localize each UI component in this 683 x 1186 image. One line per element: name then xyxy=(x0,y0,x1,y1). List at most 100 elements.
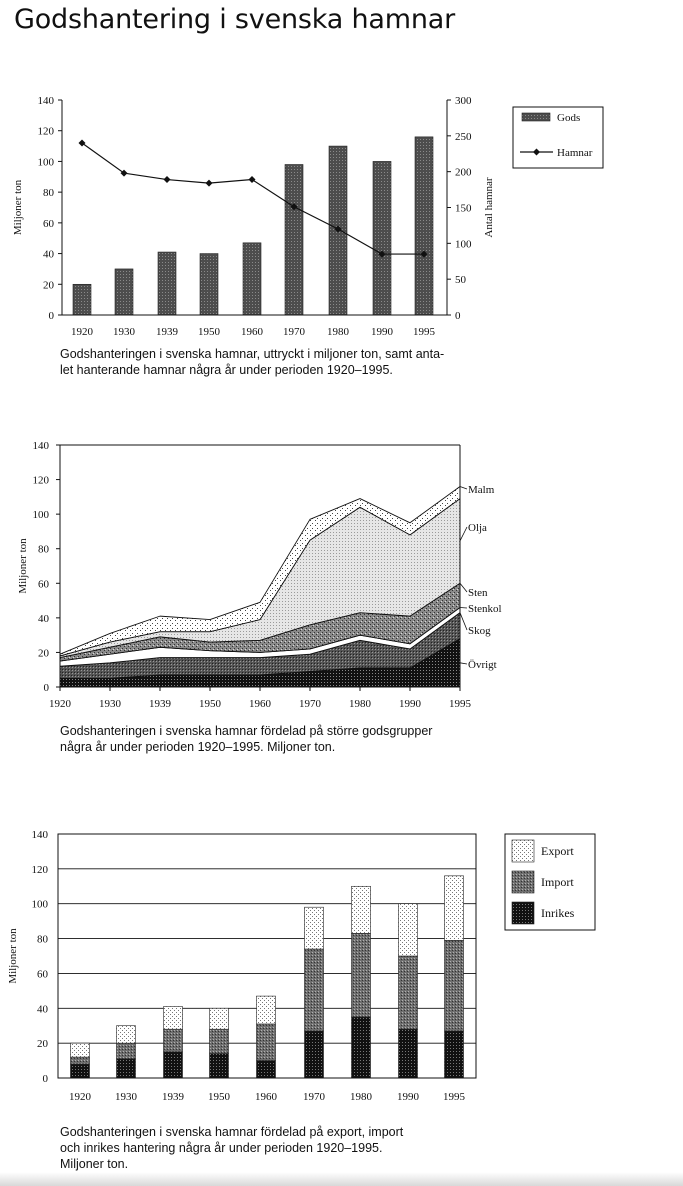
y-tick-label: 140 xyxy=(32,829,49,841)
bar-export-1930 xyxy=(116,1025,136,1044)
bar-import-1950 xyxy=(209,1028,229,1054)
chart-godsgrupper: 0 20 40 60 80 100 120 140 1920 1930 1939 1950 1960 19… xyxy=(17,440,502,710)
bar-import-1990 xyxy=(398,955,418,1030)
bar-export-1995 xyxy=(444,875,464,941)
legend-swatch-inrikes xyxy=(511,901,535,925)
y-right-tick-label: 250 xyxy=(455,131,472,143)
legend-label-inrikes: Inrikes xyxy=(541,906,575,920)
point-hamnar-1990 xyxy=(378,250,386,258)
y-tick-label: 20 xyxy=(43,279,55,291)
page-title: Godshantering i svenska hamnar xyxy=(14,4,455,35)
y-right-tick-label: 100 xyxy=(455,238,472,250)
point-hamnar-1995 xyxy=(420,250,428,258)
y-tick-label: 0 xyxy=(44,682,50,694)
series-label-sten: Sten xyxy=(468,587,488,599)
bar-export-1970 xyxy=(304,906,324,950)
point-hamnar-1920 xyxy=(78,139,86,147)
bar-export-1920 xyxy=(70,1042,90,1058)
x-tick-label: 1960 xyxy=(249,698,272,710)
y-right-tick-label: 200 xyxy=(455,167,472,179)
y-tick-label: 100 xyxy=(32,899,49,911)
x-tick-label: 1990 xyxy=(397,1091,420,1103)
x-tick-label: 1970 xyxy=(303,1091,326,1103)
caption-chart-2: Godshanteringen i svenska hamnar fördela… xyxy=(60,723,462,755)
x-tick-label: 1930 xyxy=(99,698,122,710)
y-tick-label: 60 xyxy=(37,968,49,980)
bar-inrikes-1950 xyxy=(209,1053,229,1079)
point-hamnar-1960 xyxy=(248,176,256,184)
legend-label-export: Export xyxy=(541,844,574,858)
caption-chart-1: Godshanteringen i svenska hamnar, uttryc… xyxy=(60,346,460,378)
bar-gods-1960 xyxy=(242,242,262,316)
bar-inrikes-1995 xyxy=(444,1030,464,1079)
y-right-tick-label: 50 xyxy=(455,274,467,286)
legend-label-gods: Gods xyxy=(557,112,580,124)
x-tick-label: 1960 xyxy=(241,326,264,338)
bar-gods-1990 xyxy=(372,161,392,316)
y-tick-label: 120 xyxy=(38,126,55,138)
bar-inrikes-1920 xyxy=(70,1063,90,1079)
bar-import-1980 xyxy=(351,933,371,1018)
series-leader-malm xyxy=(459,486,468,490)
series-label-olja: Olja xyxy=(468,522,487,534)
y-right-tick-label: 150 xyxy=(455,203,472,215)
x-tick-label: 1980 xyxy=(327,326,350,338)
x-tick-label: 1950 xyxy=(199,698,222,710)
caption-line: Miljoner ton. xyxy=(60,1157,129,1171)
y-tick-label: 80 xyxy=(37,934,49,946)
bar-inrikes-1960 xyxy=(256,1060,276,1079)
bar-gods-1920 xyxy=(72,283,92,316)
y-tick-label: 40 xyxy=(37,1003,49,1015)
bar-export-1980 xyxy=(351,885,371,934)
bar-export-1950 xyxy=(209,1007,229,1030)
bar-gods-1995 xyxy=(414,136,434,316)
plot-frame xyxy=(57,833,477,1079)
bar-import-1930 xyxy=(116,1042,136,1060)
y-right-tick-label: 0 xyxy=(455,310,461,322)
y-tick-label: 100 xyxy=(38,156,55,168)
chart-gods-hamnar: 0 20 40 60 80 100 120 140 0 50 100 150 200 250 300 1920… xyxy=(12,95,604,338)
y-axis-title: Miljoner ton xyxy=(17,538,29,594)
x-tick-label: 1950 xyxy=(198,326,221,338)
bar-inrikes-1980 xyxy=(351,1016,371,1079)
bar-import-1939 xyxy=(163,1028,183,1053)
y-tick-label: 80 xyxy=(38,544,50,556)
series-leader-stenkol xyxy=(459,607,468,609)
x-tick-label: 1995 xyxy=(413,326,436,338)
bar-gods-1970 xyxy=(284,164,304,316)
point-hamnar-1970 xyxy=(290,203,298,211)
legend-swatch-gods xyxy=(521,112,551,122)
y-tick-label: 140 xyxy=(33,440,50,452)
y-tick-label: 80 xyxy=(43,187,55,199)
bar-import-1970 xyxy=(304,948,324,1032)
caption-chart-3: Godshanteringen i svenska hamnar fördela… xyxy=(60,1124,480,1172)
x-tick-label: 1939 xyxy=(156,326,179,338)
y-tick-label: 60 xyxy=(38,578,50,590)
y-tick-label: 120 xyxy=(33,475,50,487)
x-tick-label: 1995 xyxy=(449,698,472,710)
x-tick-label: 1970 xyxy=(299,698,322,710)
legend-swatch-export xyxy=(511,839,535,863)
caption-line: några år under perioden 1920–1995. Miljo… xyxy=(60,740,336,754)
chart-export-import-inrikes: 0 20 40 60 80 100 120 140 1920 1930 1939 1950 1960 19… xyxy=(7,829,596,1103)
x-tick-label: 1970 xyxy=(283,326,306,338)
bar-import-1920 xyxy=(70,1056,90,1065)
series-leader-sten xyxy=(459,583,468,593)
y-tick-label: 40 xyxy=(43,249,55,261)
y-tick-label: 120 xyxy=(32,864,49,876)
x-tick-label: 1930 xyxy=(115,1091,138,1103)
x-tick-label: 1939 xyxy=(149,698,172,710)
x-tick-label: 1920 xyxy=(49,698,72,710)
series-label-stenkol: Stenkol xyxy=(468,603,502,615)
point-hamnar-1980 xyxy=(334,225,342,233)
legend-marker-hamnar xyxy=(533,148,540,156)
point-hamnar-1930 xyxy=(120,169,128,177)
bar-import-1995 xyxy=(444,940,464,1032)
y-tick-label: 140 xyxy=(38,95,55,107)
caption-line: Godshanteringen i svenska hamnar, uttryc… xyxy=(60,347,445,361)
bar-inrikes-1930 xyxy=(116,1058,136,1079)
bottom-fade xyxy=(0,1172,683,1186)
x-tick-label: 1920 xyxy=(69,1091,92,1103)
y-tick-label: 0 xyxy=(49,310,55,322)
legend-label-import: Import xyxy=(541,875,574,889)
